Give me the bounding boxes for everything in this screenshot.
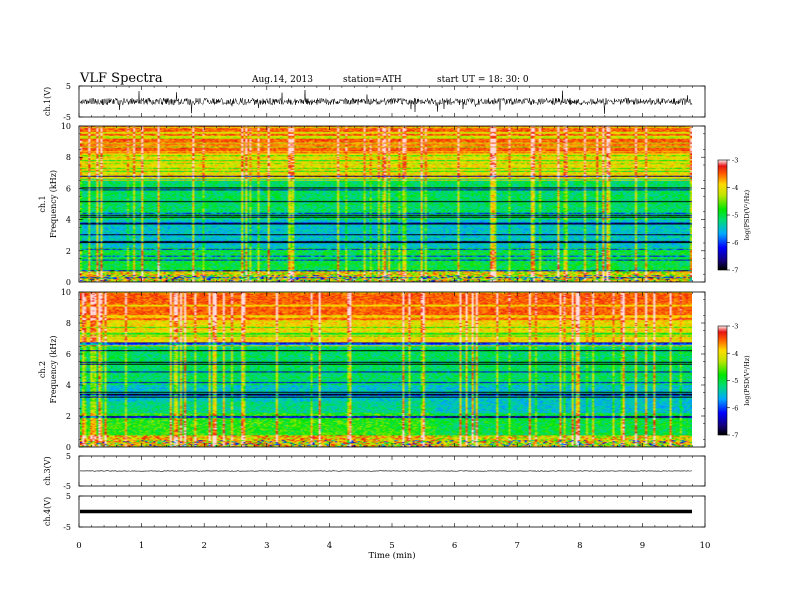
y-tick-label: -5 (63, 113, 71, 122)
x-tick-label: 3 (264, 541, 269, 551)
y-tick-label: 5 (66, 82, 71, 91)
x-axis-label: Time (min) (368, 550, 415, 561)
colorbar-tick-label: -4 (732, 184, 738, 192)
colorbar-tick-label: -7 (732, 432, 738, 440)
colorbar-tick-label: -4 (732, 350, 738, 358)
spectrogram-image (80, 126, 692, 282)
y-axis-label: ch.1 (38, 195, 47, 212)
station-label: station=ATH (343, 75, 402, 85)
y-tick-label: 10 (61, 122, 71, 131)
y-axis-label: ch.3(V) (43, 456, 52, 485)
x-tick-label: 10 (700, 541, 711, 551)
x-tick-label: 7 (514, 541, 519, 551)
y-tick-label: 6 (66, 184, 71, 193)
x-tick-label: 1 (139, 541, 144, 551)
colorbar-tick-label: -3 (732, 323, 738, 331)
colorbar-tick-label: -6 (732, 404, 738, 412)
colorbar-tick-label: -5 (732, 377, 738, 385)
colorbar-label: log(PSD(V²/Hz) (743, 355, 751, 406)
x-tick-label: 4 (327, 541, 332, 551)
y-tick-label: 4 (66, 216, 71, 225)
x-tick-label: 6 (452, 541, 457, 551)
start-ut-label: start UT = 18: 30: 0 (437, 75, 529, 85)
colorbar (718, 160, 727, 270)
colorbar-tick-label: -5 (732, 212, 738, 220)
y-tick-label: 8 (66, 319, 71, 328)
x-tick-label: 5 (389, 541, 394, 551)
colorbar-label: log(PSD(V²/Hz) (743, 189, 751, 240)
y-tick-label: 0 (66, 443, 71, 452)
ch1-waveform-trace (79, 89, 693, 114)
y-tick-label: 0 (66, 278, 71, 287)
date-label: Aug.14, 2013 (252, 75, 313, 85)
colorbar-tick-label: -3 (732, 157, 738, 165)
y-axis-label: Frequency (kHz) (49, 335, 58, 403)
colorbar-tick-label: -7 (732, 267, 738, 275)
y-tick-label: -5 (63, 482, 71, 491)
spectrogram-image (80, 292, 692, 447)
y-tick-label: 5 (66, 492, 71, 501)
y-tick-label: 6 (66, 350, 71, 359)
ch3-waveform-trace (79, 470, 692, 472)
y-tick-label: 8 (66, 153, 71, 162)
y-axis-label: ch.2 (38, 361, 47, 378)
y-axis-label: Frequency (kHz) (49, 170, 58, 238)
figure-title: VLF Spectra (80, 71, 163, 86)
x-tick-label: 2 (201, 541, 206, 551)
y-tick-label: 5 (66, 452, 71, 461)
y-tick-label: 10 (61, 288, 71, 297)
y-tick-label: -5 (63, 523, 71, 532)
x-tick-label: 0 (76, 541, 81, 551)
x-tick-label: 8 (577, 541, 582, 551)
colorbar (718, 326, 727, 435)
y-tick-label: 2 (66, 412, 71, 421)
y-axis-label: ch.4(V) (43, 497, 52, 526)
x-tick-label: 9 (640, 541, 645, 551)
colorbar-tick-label: -6 (732, 239, 738, 247)
y-tick-label: 4 (66, 381, 71, 390)
y-tick-label: 2 (66, 247, 71, 256)
y-axis-label: ch.1(V) (43, 87, 52, 116)
panel-frame (78, 85, 706, 118)
